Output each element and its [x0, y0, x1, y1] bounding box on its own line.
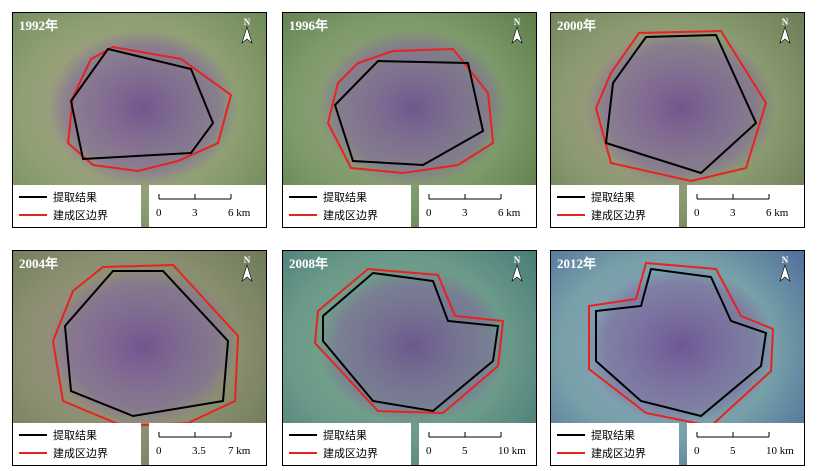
scale-label: 0 [694, 207, 700, 219]
legend-label: 建成区边界 [53, 446, 108, 460]
extraction-result [69, 47, 215, 161]
scale-label: 6 km [228, 207, 251, 219]
scale-label: 0 [156, 445, 162, 457]
scale-label: 6 km [766, 207, 789, 219]
scale-label: 3 [462, 207, 468, 219]
legend-label: 提取结果 [591, 429, 635, 442]
scale-label: 3 [192, 207, 198, 219]
legend-label: 建成区边界 [323, 446, 378, 460]
legend-box [283, 423, 411, 465]
built-up-boundary [326, 47, 495, 175]
legend-label: 提取结果 [53, 429, 97, 442]
scale-label: 0 [426, 445, 432, 457]
scale-box [149, 423, 266, 465]
built-up-boundary [313, 267, 505, 415]
north-arrow [241, 25, 253, 44]
scale-label: 5 [462, 445, 468, 457]
scale-label: 0 [156, 207, 162, 219]
scale-box [419, 423, 536, 465]
legend-label: 建成区边界 [591, 446, 646, 460]
year-label: 2004年 [19, 256, 58, 271]
legend-label: 建成区边界 [53, 208, 108, 222]
scale-label: 10 km [498, 445, 526, 457]
scale-box [419, 185, 536, 227]
north-label: N [244, 17, 251, 27]
scale-label: 0 [426, 207, 432, 219]
scale-label: 5 [730, 445, 736, 457]
scale-label: 3.5 [192, 445, 206, 457]
north-label: N [514, 255, 521, 265]
urban-area [318, 268, 508, 424]
built-up-boundary [66, 45, 233, 173]
built-up-boundary [594, 29, 768, 183]
extraction-result [604, 33, 758, 175]
north-label: N [782, 17, 789, 27]
urban-area [48, 268, 238, 424]
legend-box [551, 423, 679, 465]
year-label: 2008年 [289, 256, 328, 271]
north-label: N [514, 17, 521, 27]
extraction-result [322, 271, 500, 413]
north-arrow [511, 25, 523, 44]
urban-area [48, 30, 238, 186]
year-label: 2000年 [557, 18, 596, 33]
north-arrow [241, 263, 253, 282]
extraction-result [595, 267, 768, 418]
extraction-result [63, 270, 230, 418]
legend-label: 提取结果 [591, 191, 635, 204]
scale-box [149, 185, 266, 227]
scale-label: 0 [694, 445, 700, 457]
year-label: 2012年 [557, 256, 596, 271]
scale-box [687, 423, 804, 465]
scale-label: 3 [730, 207, 736, 219]
north-arrow [511, 263, 523, 282]
urban-area [586, 268, 776, 424]
legend-label: 提取结果 [323, 429, 367, 442]
scale-box [687, 185, 804, 227]
legend-label: 提取结果 [53, 191, 97, 204]
year-label: 1992年 [19, 18, 58, 33]
north-label: N [244, 255, 251, 265]
scale-label: 10 km [766, 445, 794, 457]
scale-label: 6 km [498, 207, 521, 219]
north-arrow [779, 263, 791, 282]
year-label: 1996年 [289, 18, 328, 33]
extraction-result [333, 59, 485, 167]
legend-label: 建成区边界 [323, 208, 378, 222]
urban-area [318, 30, 508, 186]
legend-label: 建成区边界 [591, 208, 646, 222]
north-label: N [782, 255, 789, 265]
legend-box [283, 185, 411, 227]
legend-box [551, 185, 679, 227]
legend-box [13, 185, 141, 227]
scale-label: 7 km [228, 445, 251, 457]
legend-box [13, 423, 141, 465]
legend-label: 提取结果 [323, 191, 367, 204]
north-arrow [779, 25, 791, 44]
